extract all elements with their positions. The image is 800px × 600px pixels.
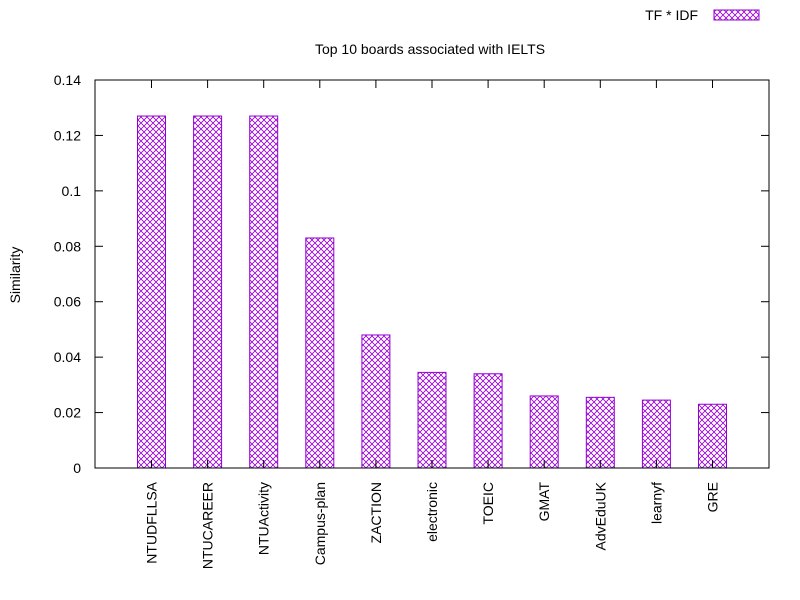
x-tick-label: TOEIC: [480, 482, 496, 525]
legend: TF * IDF: [645, 7, 760, 23]
bar-gmat: [529, 395, 559, 469]
y-tick-label: 0.14: [54, 72, 81, 88]
bar-zaction: [361, 334, 391, 469]
bars: [137, 115, 727, 469]
bar-ntucareer: [193, 115, 223, 469]
legend-label: TF * IDF: [645, 7, 698, 23]
plot-border: [94, 79, 770, 469]
y-tick-label: 0.1: [62, 183, 82, 199]
x-tick-label: NTUActivity: [256, 482, 272, 555]
x-tick-label: GMAT: [536, 482, 552, 522]
x-axis-ticks: NTUDFLLSA NTUCAREER NTUActivity Campus-plan…: [144, 80, 721, 569]
bar-campus-plan: [305, 237, 335, 469]
y-axis-ticks: 0 0.02 0.04 0.06 0.08 0.1 0.12 0.14: [54, 72, 769, 476]
y-axis-label: Similarity: [7, 247, 23, 304]
x-tick-label: NTUCAREER: [200, 482, 216, 569]
bar-electronic: [417, 371, 447, 469]
x-tick-label: NTUDFLLSA: [144, 481, 160, 563]
chart-title: Top 10 boards associated with IELTS: [315, 41, 545, 57]
y-tick-label: 0.04: [54, 349, 81, 365]
legend-swatch: [713, 9, 760, 21]
y-tick-label: 0.02: [54, 405, 81, 421]
x-tick-label: learnyf: [648, 482, 664, 524]
x-tick-label: electronic: [424, 482, 440, 542]
bar-toeic: [473, 373, 503, 469]
x-tick-label: ZACTION: [368, 482, 384, 543]
x-tick-label: Campus-plan: [312, 482, 328, 565]
y-tick-label: 0.08: [54, 238, 81, 254]
y-tick-label: 0.12: [54, 127, 81, 143]
bar-ntuactivity: [249, 115, 279, 469]
bar-adveduuk: [585, 396, 615, 469]
bar-ntudfllsa: [137, 115, 166, 469]
bar-gre: [698, 403, 727, 469]
x-tick-label: AdvEduUK: [592, 481, 608, 550]
y-tick-label: 0.06: [54, 294, 81, 310]
x-tick-label: GRE: [705, 482, 721, 512]
y-tick-label: 0: [73, 460, 81, 476]
bar-learnyf: [641, 399, 671, 469]
